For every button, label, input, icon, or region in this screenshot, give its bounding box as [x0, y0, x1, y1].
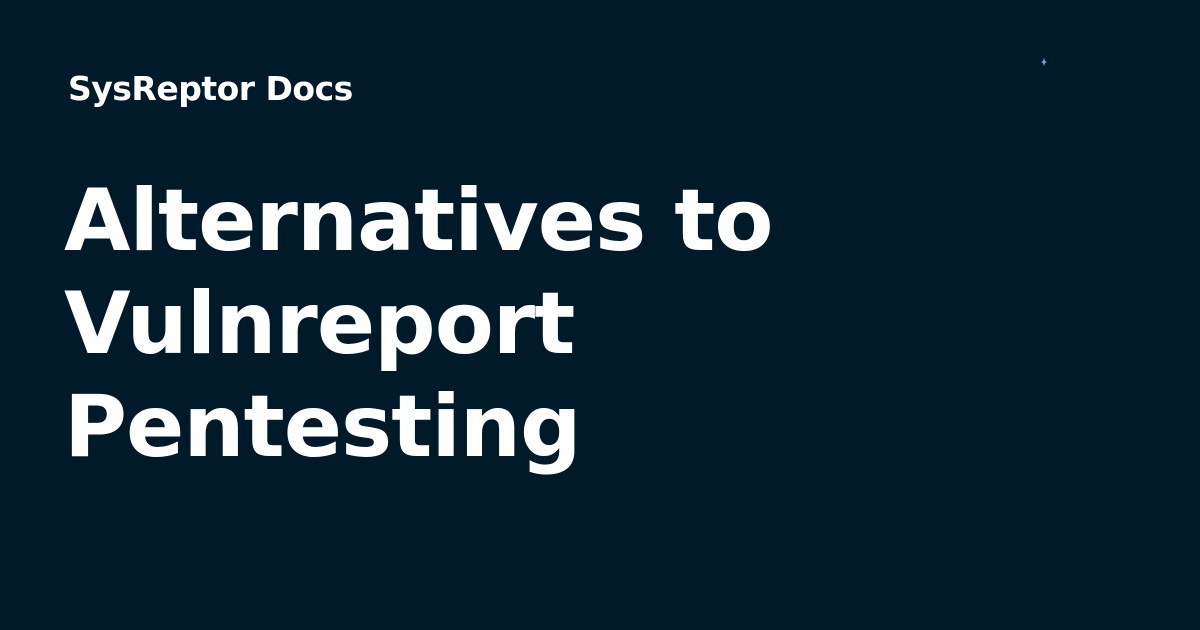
sparkle-icon — [1041, 58, 1047, 66]
title-line-2: Vulnreport — [64, 274, 575, 374]
page-title: Alternatives to Vulnreport Pentesting — [64, 170, 964, 479]
title-line-1: Alternatives to — [64, 171, 773, 271]
title-line-3: Pentesting — [64, 377, 582, 477]
site-name: SysReptor Docs — [68, 69, 353, 108]
